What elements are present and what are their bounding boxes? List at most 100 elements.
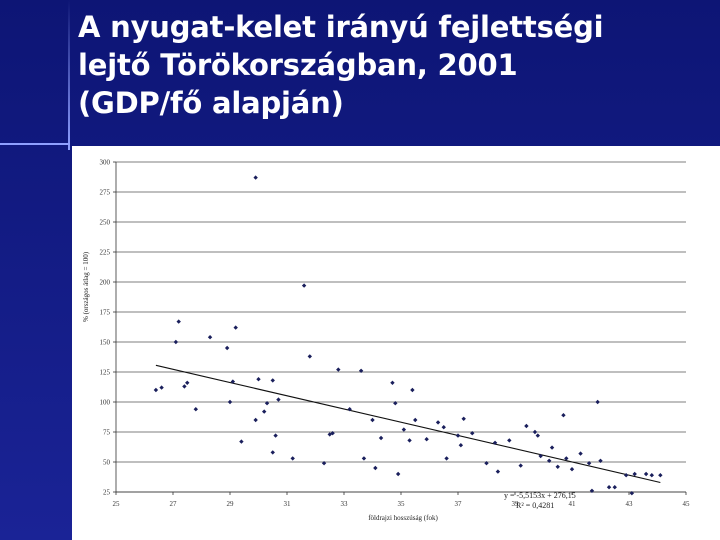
data-point: [629, 491, 635, 496]
x-tick-label: 41: [569, 500, 577, 508]
data-point: [455, 433, 461, 438]
y-tick-label: 75: [103, 429, 111, 437]
data-point: [270, 378, 275, 383]
data-point: [373, 465, 378, 471]
data-point: [262, 409, 267, 414]
y-tick-label: 300: [100, 159, 111, 167]
slide-title-line-3: (GDP/fő alapján): [78, 86, 344, 120]
data-point: [230, 379, 236, 384]
data-point: [290, 456, 295, 461]
data-point: [330, 431, 335, 436]
data-point: [273, 433, 278, 438]
x-tick-label: 45: [683, 500, 691, 508]
x-tick-label: 39: [512, 500, 520, 508]
data-point: [185, 380, 190, 385]
data-point: [658, 473, 663, 478]
data-point: [176, 319, 181, 324]
data-point: [518, 463, 523, 468]
data-point: [173, 339, 179, 345]
data-point: [578, 451, 583, 456]
data-point: [649, 473, 654, 478]
data-point: [444, 456, 449, 461]
data-point: [470, 431, 475, 436]
data-point: [321, 461, 327, 466]
data-point: [441, 425, 446, 430]
decorative-horizontal-line: [0, 143, 70, 145]
data-point: [182, 384, 187, 389]
data-point: [239, 439, 244, 444]
y-tick-label: 125: [100, 369, 111, 377]
data-point: [623, 473, 629, 478]
data-point: [461, 416, 466, 421]
data-point: [378, 435, 384, 441]
x-axis-label: földrajzi hosszúság (fok): [368, 514, 438, 522]
data-point: [549, 445, 555, 450]
data-point: [393, 401, 398, 406]
data-point: [538, 453, 543, 459]
slide-title: A nyugat-kelet irányú fejlettségi lejtő …: [78, 8, 708, 122]
y-tick-label: 25: [103, 489, 111, 497]
data-point: [410, 387, 415, 393]
y-tick-label: 225: [100, 249, 111, 257]
data-point: [589, 488, 595, 493]
data-point: [347, 407, 352, 412]
data-point: [207, 335, 213, 340]
x-tick-label: 43: [626, 500, 634, 508]
data-point: [159, 385, 164, 390]
slide-title-line-2: lejtő Törökországban, 2001: [78, 48, 518, 82]
data-point: [336, 367, 341, 372]
data-point: [492, 440, 498, 445]
data-point: [632, 471, 637, 477]
y-tick-label: 50: [103, 459, 111, 467]
data-point: [227, 399, 233, 405]
chart-panel: 300 275 250 225 200 175 150 125 100 75 50 25 25 27 29 3…: [72, 146, 720, 540]
trendline-layer: [155, 364, 661, 484]
data-point: [413, 417, 418, 423]
data-point: [586, 461, 592, 466]
y-tick-label: 275: [100, 189, 111, 197]
data-point: [458, 443, 464, 448]
data-point: [253, 417, 258, 423]
data-point: [224, 345, 230, 351]
y-tick-label: 200: [100, 279, 111, 287]
data-point: [276, 397, 281, 402]
grid-layer: [116, 161, 686, 493]
data-point: [435, 420, 441, 425]
data-point: [301, 283, 307, 288]
data-point: [595, 399, 600, 405]
x-tick-label: 35: [398, 500, 406, 508]
data-point: [524, 423, 529, 429]
data-point: [424, 437, 429, 442]
trendline: [155, 364, 661, 484]
trendline-equation: y = -5,5153x + 276,15: [504, 491, 576, 500]
data-point: [561, 413, 566, 418]
data-point: [264, 401, 270, 406]
slide-title-line-1: A nyugat-kelet irányú fejlettségi: [78, 10, 604, 44]
data-point: [153, 387, 159, 393]
y-tick-label: 150: [100, 339, 111, 347]
data-point: [569, 467, 575, 472]
axes-layer: [113, 161, 687, 495]
data-point: [193, 407, 198, 412]
data-point: [606, 485, 612, 490]
data-point: [358, 368, 364, 373]
y-axis-label: % (országos átlag = 100): [82, 251, 90, 322]
data-point: [361, 456, 367, 461]
data-point: [507, 438, 512, 443]
data-point: [555, 464, 560, 469]
y-tick-label: 250: [100, 219, 111, 227]
data-point: [270, 450, 275, 455]
data-point: [256, 377, 261, 382]
data-point: [535, 433, 540, 438]
x-tick-label: 31: [284, 500, 292, 508]
decorative-vertical-line: [68, 0, 70, 150]
y-tick-label: 100: [100, 399, 111, 407]
data-point: [598, 458, 603, 463]
data-point: [401, 427, 407, 432]
trendline-r-squared: R² = 0,4281: [516, 501, 554, 510]
data-point: [484, 461, 489, 466]
data-point: [395, 471, 401, 477]
x-tick-label: 33: [341, 500, 349, 508]
